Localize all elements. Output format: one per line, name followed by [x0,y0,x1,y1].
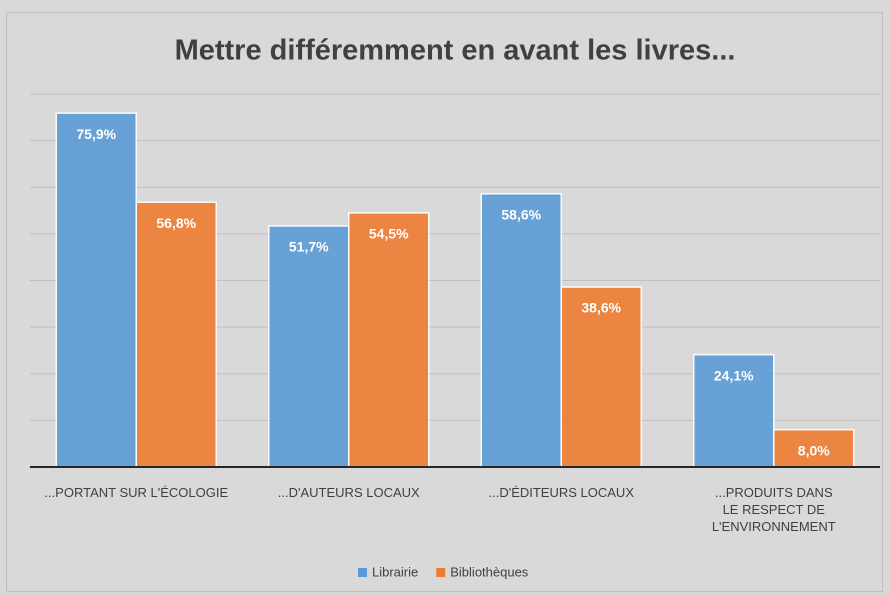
x-tick-label: ...PRODUITS DANS LE RESPECT DE L'ENVIRON… [711,485,836,534]
x-tick-label: ...PORTANT SUR L'ÉCOLOGIE [44,485,229,500]
bar [55,112,137,468]
legend-label: Librairie [372,564,418,579]
data-label: 75,9% [76,126,116,142]
legend-swatch [436,568,446,577]
legend-label: Bibliothèques [450,564,529,579]
legend-swatch [358,568,367,577]
bar [135,201,217,468]
x-tick-label: ...D'AUTEURS LOCAUX [277,485,420,500]
bar [348,212,430,468]
data-label: 8,0% [798,442,830,458]
bar [773,428,855,468]
data-label: 56,8% [156,215,196,231]
chart-title: Mettre différemment en avant les livres.… [175,35,736,67]
x-tick-label: ...D'ÉDITEURS LOCAUX [488,485,634,500]
data-label: 58,6% [501,206,541,222]
bar [693,353,775,468]
data-label: 54,5% [369,226,409,242]
bar [480,193,562,468]
data-label: 51,7% [289,239,329,255]
data-label: 38,6% [581,300,621,316]
data-label: 24,1% [714,367,754,383]
bar [268,225,350,468]
